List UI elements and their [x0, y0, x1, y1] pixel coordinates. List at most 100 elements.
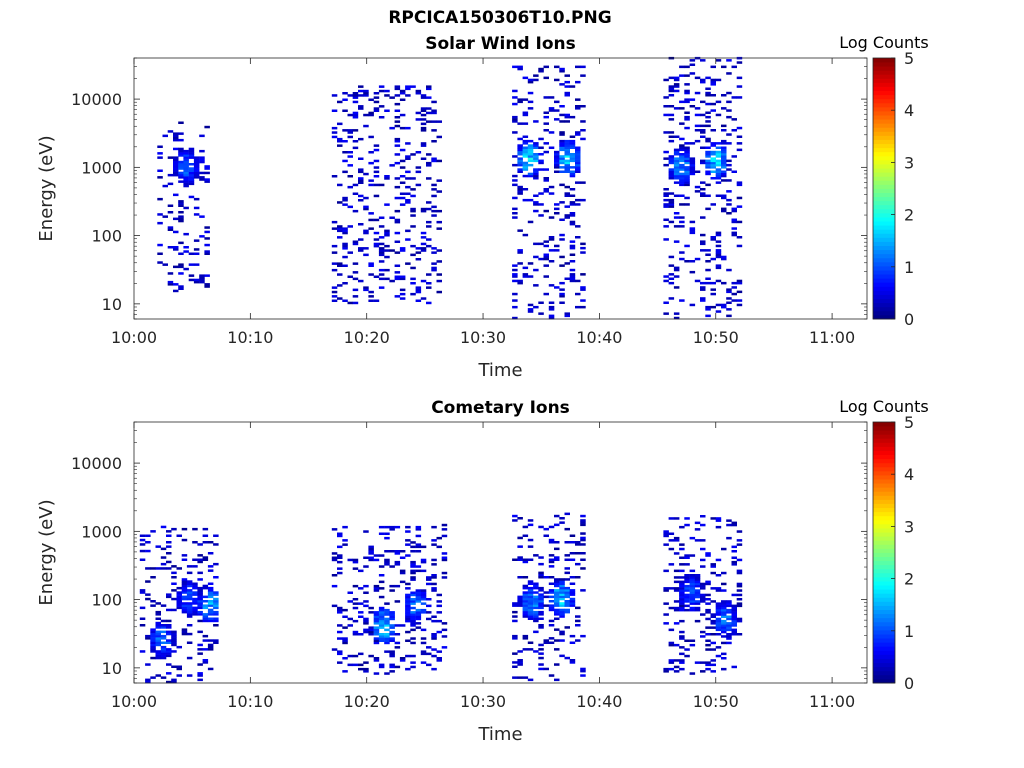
spectrogram-cell: [538, 301, 544, 304]
spectrogram-cell: [700, 598, 706, 601]
spectrogram-cell: [533, 255, 539, 259]
spectrogram-cell: [731, 630, 737, 634]
spectrogram-cell: [347, 164, 353, 167]
spectrogram-cell: [575, 305, 581, 309]
spectrogram-cell: [378, 624, 385, 627]
spectrogram-cell: [436, 290, 442, 294]
spectrogram-cell: [410, 598, 416, 601]
spectrogram-cell: [710, 622, 716, 625]
spectrogram-cell: [548, 637, 555, 640]
spectrogram-cell: [171, 589, 177, 592]
spectrogram-cell: [399, 550, 406, 553]
spectrogram-cell: [538, 137, 544, 141]
spectrogram-cell: [527, 606, 534, 610]
spectrogram-cell: [415, 251, 422, 254]
spectrogram-cell: [145, 534, 151, 537]
spectrogram-cell: [522, 584, 529, 588]
spectrogram-cell: [700, 249, 706, 252]
spectrogram-cell: [389, 652, 395, 656]
spectrogram-cell: [569, 541, 576, 544]
spectrogram-cell: [663, 131, 669, 134]
spectrogram-cell: [384, 633, 390, 636]
spectrogram-cell: [171, 637, 177, 640]
spectrogram-cell: [347, 654, 353, 658]
spectrogram-cell: [731, 155, 737, 158]
spectrogram-cell: [564, 567, 570, 570]
spectrogram-cell: [410, 253, 416, 257]
spectrogram-cell: [673, 181, 680, 184]
spectrogram-cell: [705, 91, 711, 95]
spectrogram-cell: [181, 632, 188, 636]
spectrogram-cell: [564, 94, 570, 97]
spectrogram-cell: [684, 161, 690, 165]
spectrogram-cell: [436, 611, 442, 614]
spectrogram-cell: [527, 678, 534, 682]
spectrogram-cell: [538, 617, 544, 620]
spectrogram-cell: [405, 142, 411, 145]
spectrogram-cell: [431, 582, 437, 586]
spectrogram-cell: [721, 606, 727, 610]
spectrogram-cell: [533, 613, 539, 616]
spectrogram-cell: [580, 288, 586, 291]
spectrogram-cell: [679, 203, 685, 206]
spectrogram-cell: [710, 166, 716, 169]
spectrogram-cell: [150, 643, 156, 647]
spectrogram-cell: [352, 633, 359, 636]
spectrogram-cell: [186, 589, 193, 592]
spectrogram-cell: [554, 203, 560, 206]
spectrogram-cell: [559, 578, 565, 581]
spectrogram-cell: [410, 624, 416, 627]
spectrogram-cell: [710, 236, 716, 239]
spectrogram-cell: [663, 238, 669, 241]
spectrogram-cell: [731, 608, 737, 612]
spectrogram-cell: [171, 608, 177, 612]
spectrogram-cell: [420, 247, 427, 250]
spectrogram-cell: [204, 226, 210, 229]
spectrogram-cell: [207, 600, 214, 603]
spectrogram-cell: [426, 177, 432, 180]
spectrogram-cell: [167, 272, 174, 275]
spectrogram-cell: [431, 563, 437, 566]
spectrogram-cell: [710, 153, 716, 156]
spectrogram-cell: [689, 578, 696, 581]
spectrogram-cell: [363, 591, 369, 594]
spectrogram-cell: [554, 556, 560, 559]
spectrogram-cell: [157, 152, 163, 155]
spectrogram-cell: [554, 249, 560, 252]
spectrogram-cell: [710, 102, 716, 106]
spectrogram-cell: [410, 665, 416, 669]
spectrogram-cell: [543, 292, 549, 296]
spectrogram-cell: [410, 560, 416, 564]
spectrogram-cell: [569, 534, 576, 537]
spectrogram-cell: [394, 144, 401, 147]
spectrogram-cell: [663, 163, 669, 167]
spectrogram-cell: [202, 617, 209, 620]
spectrogram-cell: [162, 134, 168, 138]
spectrogram-cell: [700, 630, 706, 634]
spectrogram-cell: [673, 89, 680, 93]
spectrogram-cell: [575, 98, 581, 101]
colorbar-segment: [873, 257, 895, 263]
spectrogram-cell: [679, 593, 685, 597]
spectrogram-cell: [684, 148, 690, 152]
spectrogram-cell: [331, 268, 338, 272]
spectrogram-cell: [731, 593, 737, 597]
spectrogram-cell: [684, 181, 690, 184]
spectrogram-cell: [679, 168, 685, 171]
spectrogram-cell: [705, 172, 711, 176]
spectrogram-cell: [145, 593, 151, 596]
spectrogram-cell: [183, 232, 189, 236]
spectrogram-cell: [564, 185, 570, 189]
spectrogram-cell: [527, 150, 534, 154]
spectrogram-cell: [410, 622, 416, 625]
spectrogram-cell: [679, 604, 685, 608]
y-tick-label: 1000: [81, 522, 122, 541]
spectrogram-cell: [420, 591, 427, 594]
spectrogram-cell: [705, 161, 711, 165]
spectrogram-cell: [420, 661, 427, 664]
spectrogram-cell: [721, 124, 727, 128]
spectrogram-cell: [193, 263, 200, 266]
spectrogram-cell: [689, 142, 696, 145]
spectrogram-cell: [378, 565, 385, 568]
